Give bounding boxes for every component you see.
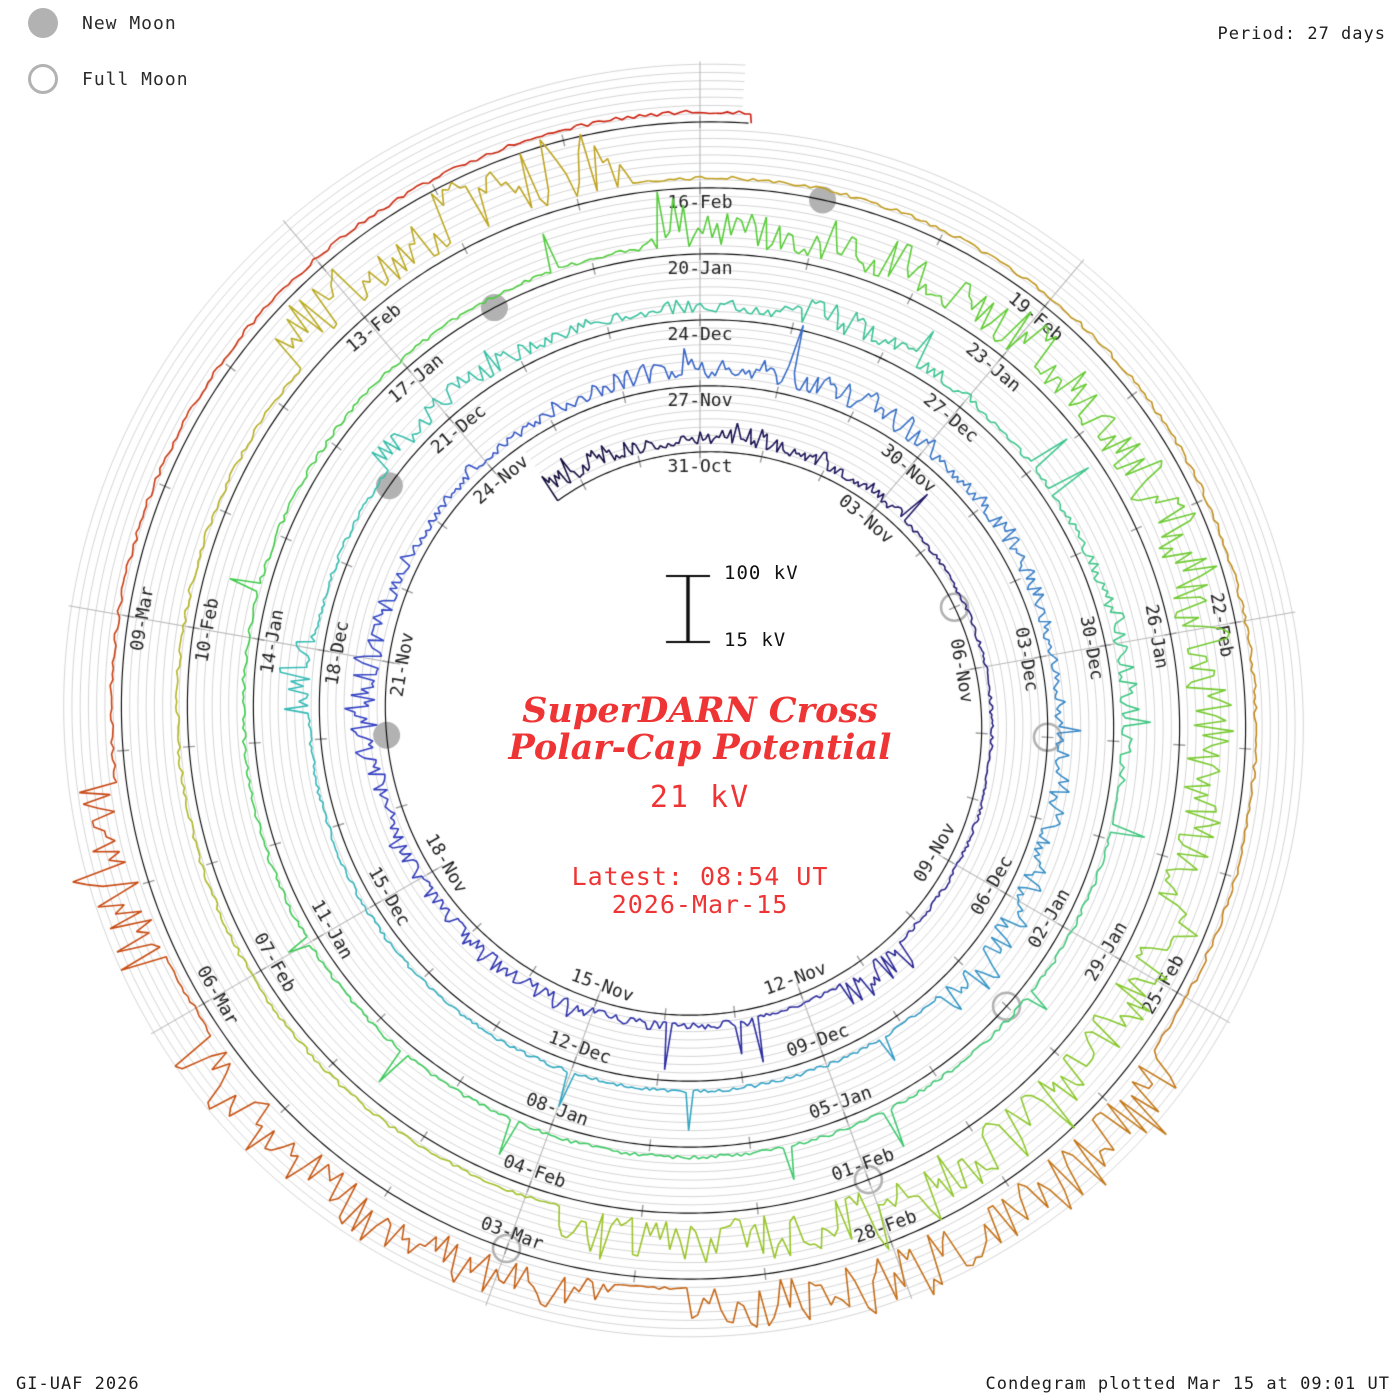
center-annotations: SuperDARN Cross Polar-Cap Potential 21 k… [0,692,1400,919]
credit-label: GI-UAF 2026 [16,1374,140,1394]
chart-title-line1: SuperDARN Cross [522,690,878,731]
plotted-timestamp: Condegram plotted Mar 15 at 09:01 UT [985,1374,1390,1394]
current-value: 21 kV [649,780,751,815]
legend-new-moon: New Moon [28,8,177,38]
latest-readout: Latest: 08:54 UT 2026-Mar-15 [0,863,1400,919]
scalebar-top-label: 100 kV [724,562,799,584]
new-moon-label: New Moon [82,12,177,34]
latest-date: 2026-Mar-15 [611,890,789,919]
chart-title-line2: Polar-Cap Potential [508,727,892,768]
full-moon-label: Full Moon [82,68,189,90]
legend-full-moon: Full Moon [28,64,189,94]
period-label: Period: 27 days [1217,24,1386,44]
scalebar-bottom-label: 15 kV [724,629,787,651]
latest-time: Latest: 08:54 UT [571,862,829,891]
full-moon-icon [28,64,58,94]
new-moon-icon [28,8,58,38]
